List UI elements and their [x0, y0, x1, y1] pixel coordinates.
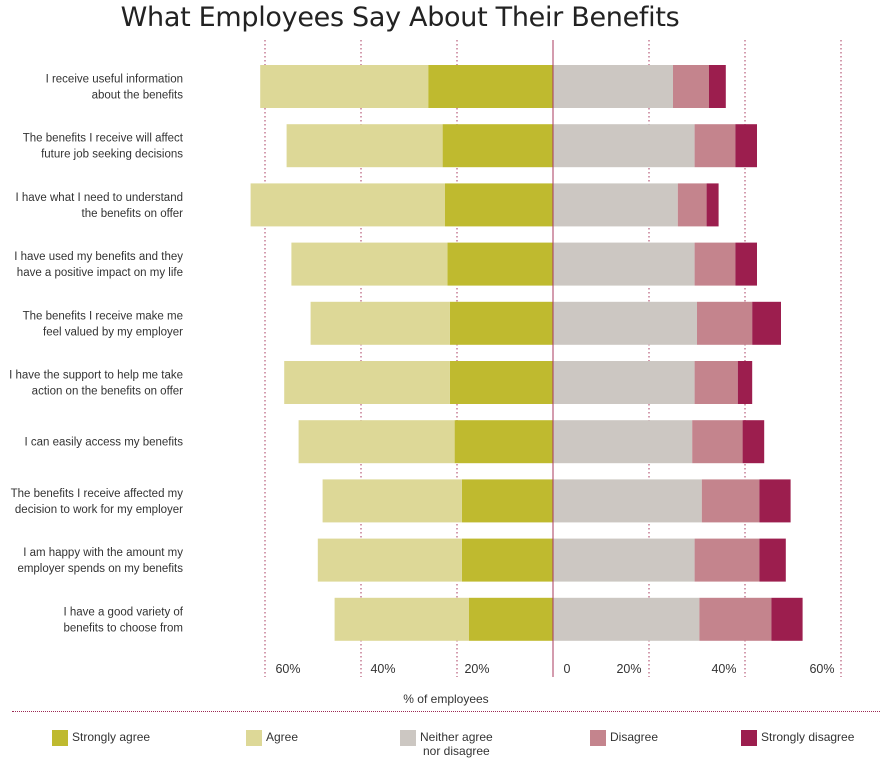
legend-item-4: Strongly disagree [741, 730, 854, 746]
legend-item-0: Strongly agree [52, 730, 150, 746]
legend-label-3: Disagree [610, 730, 659, 744]
bar-disagree-0: Disagree: 7.5% [673, 65, 709, 108]
tick-label-1: 40% [370, 662, 395, 676]
bar-agree-8: Agree: 30% [317, 538, 462, 582]
legend-item-2: Neither agree nor disagree [400, 730, 493, 758]
tick-label-4: 20% [616, 662, 641, 676]
bar-disagree-1: Disagree: 8.5% [694, 124, 736, 168]
legend-divider [12, 711, 880, 712]
legend-label-4: Strongly disagree [761, 730, 855, 744]
bar-strongly-agree-6: Strongly agree: 20.5% [454, 420, 553, 464]
legend-swatch-3 [590, 730, 606, 746]
bar-agree-5: Agree: 34.5% [284, 361, 450, 404]
bar-neither-agree-nor-disagree-0: Neither agree nor disagree: 25% [553, 65, 673, 108]
bar-strongly-disagree-8: Strongly disagree: 5.5% [759, 538, 786, 582]
bar-strongly-disagree-3: Strongly disagree: 4.5% [735, 242, 757, 286]
bar-strongly-agree-3: Strongly agree: 22% [447, 242, 553, 286]
bar-neither-agree-nor-disagree-1: Neither agree nor disagree: 29.5% [553, 124, 695, 168]
legend-swatch-2 [400, 730, 416, 746]
bar-strongly-disagree-9: Strongly disagree: 6.5% [771, 597, 803, 641]
bar-neither-agree-nor-disagree-2: Neither agree nor disagree: 26% [553, 183, 678, 227]
legend-label-0: Strongly agree [72, 730, 151, 744]
bar-strongly-agree-5: Strongly agree: 21.5% [449, 361, 553, 404]
bar-disagree-8: Disagree: 13.5% [694, 538, 760, 582]
bar-agree-7: Agree: 29% [322, 479, 462, 523]
bar-strongly-disagree-1: Strongly disagree: 4.5% [735, 124, 757, 168]
bar-neither-agree-nor-disagree-4: Neither agree nor disagree: 30% [553, 301, 697, 345]
x-axis-title: % of employees [403, 692, 488, 706]
bar-strongly-agree-8: Strongly agree: 19% [461, 538, 553, 582]
bar-neither-agree-nor-disagree-3: Neither agree nor disagree: 29.5% [553, 242, 695, 286]
category-label-2: I have what I need to understand the bene… [15, 192, 183, 220]
category-label-8: I am happy with the amount my employer sp… [17, 547, 183, 575]
bar-strongly-disagree-6: Strongly disagree: 4.5% [742, 420, 765, 464]
bar-disagree-3: Disagree: 8.5% [694, 242, 736, 286]
tick-label-5: 40% [711, 662, 736, 676]
bar-disagree-7: Disagree: 12% [701, 479, 760, 523]
legend-item-1: Agree [246, 730, 298, 746]
chart-title: What Employees Say About Their Benefits [120, 2, 680, 33]
bar-strongly-disagree-0: Strongly disagree: 3.5% [709, 65, 726, 108]
bar-neither-agree-nor-disagree-8: Neither agree nor disagree: 29.5% [553, 538, 695, 582]
bar-neither-agree-nor-disagree-5: Neither agree nor disagree: 29.5% [553, 361, 695, 404]
category-label-6: I can easily access my benefits [24, 437, 183, 449]
bar-agree-2: Agree: 40.5% [250, 183, 445, 227]
bar-agree-6: Agree: 32.5% [298, 420, 455, 464]
bar-strongly-disagree-2: Strongly disagree: 2.5% [706, 183, 719, 227]
tick-label-2: 20% [464, 662, 489, 676]
bar-strongly-disagree-5: Strongly disagree: 3% [737, 361, 753, 404]
bar-strongly-agree-9: Strongly agree: 17.5% [469, 597, 553, 641]
bar-agree-4: Agree: 29% [310, 301, 450, 345]
category-label-3: I have used my benefits and they have a p… [14, 251, 183, 279]
bar-strongly-agree-4: Strongly agree: 21.5% [449, 301, 553, 345]
category-label-1: The benefits I receive will affect future… [23, 133, 184, 161]
bar-strongly-agree-1: Strongly agree: 23% [442, 124, 553, 168]
bar-agree-1: Agree: 32.5% [286, 124, 443, 168]
legend-item-3: Disagree [590, 730, 658, 746]
tick-label-0: 60% [275, 662, 300, 676]
bar-disagree-2: Disagree: 6% [677, 183, 707, 227]
tick-label-6: 60% [809, 662, 834, 676]
bar-strongly-agree-0: Strongly agree: 26% [428, 65, 553, 108]
bar-agree-9: Agree: 28% [334, 597, 469, 641]
category-label-7: The benefits I receive affected my decisi… [11, 488, 184, 516]
bar-neither-agree-nor-disagree-9: Neither agree nor disagree: 30.5% [553, 597, 700, 641]
category-label-0: I receive useful information about the be… [46, 74, 184, 102]
bar-disagree-5: Disagree: 9% [694, 361, 738, 404]
bar-agree-3: Agree: 32.5% [291, 242, 448, 286]
bar-disagree-6: Disagree: 10.5% [692, 420, 743, 464]
category-label-9: I have a good variety of benefits to choo… [63, 606, 183, 634]
legend-swatch-0 [52, 730, 68, 746]
bar-disagree-4: Disagree: 11.5% [697, 301, 753, 345]
bar-strongly-agree-2: Strongly agree: 22.5% [445, 183, 553, 227]
legend-swatch-4 [741, 730, 757, 746]
bar-neither-agree-nor-disagree-6: Neither agree nor disagree: 29% [553, 420, 693, 464]
legend-swatch-1 [246, 730, 262, 746]
legend-label-1: Agree [266, 730, 299, 744]
legend-label-2: Neither agree nor disagree [420, 730, 493, 758]
category-label-5: I have the support to help me take action… [9, 370, 183, 398]
bar-neither-agree-nor-disagree-7: Neither agree nor disagree: 31% [553, 479, 702, 523]
bar-strongly-disagree-7: Strongly disagree: 6.5% [759, 479, 791, 523]
bar-strongly-agree-7: Strongly agree: 19% [461, 479, 553, 523]
category-label-4: The benefits I receive make me feel value… [23, 310, 184, 338]
bar-strongly-disagree-4: Strongly disagree: 6% [752, 301, 781, 345]
bar-agree-0: Agree: 35% [260, 65, 429, 108]
bar-disagree-9: Disagree: 15% [699, 597, 772, 641]
tick-label-3: 0 [564, 662, 571, 676]
